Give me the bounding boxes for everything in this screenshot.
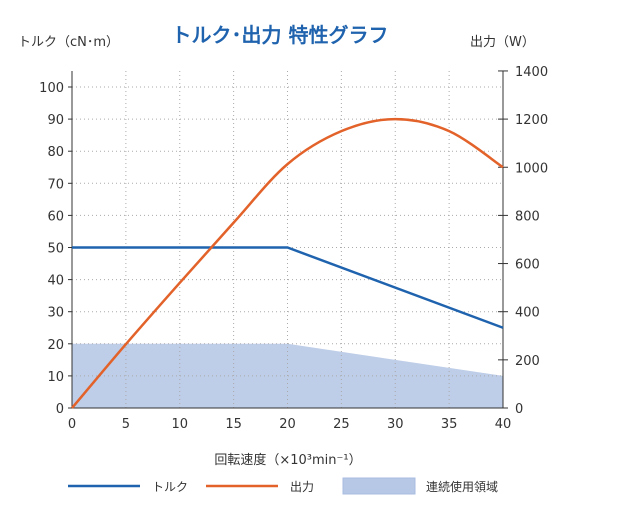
legend: トルク 出力 連続使用領域 [68,477,498,495]
y-right-tick-label: 1200 [515,113,548,128]
y-left-tick-label: 100 [39,81,64,96]
y-right-tick-label: 0 [515,402,523,417]
y-right-label: 出力（W） [470,35,535,50]
output-line [71,117,504,409]
y-left-tick-label: 20 [47,338,64,353]
x-tick-label: 15 [225,417,242,432]
y-right-tick-label: 200 [515,354,540,369]
x-tick-label: 0 [68,417,76,432]
torque-line [72,246,504,329]
x-tick-label: 20 [279,417,296,432]
y-right-tick-label: 400 [515,306,540,321]
y-left-tick-label: 10 [47,370,64,385]
y-left-tick-label: 90 [47,113,64,128]
x-tick-label: 5 [122,417,130,432]
y-left-tick-label: 40 [47,274,64,289]
x-tick-label: 25 [333,417,350,432]
x-tick-label: 35 [441,417,458,432]
y-left-tick-label: 50 [47,242,64,257]
x-axis-label: 回転速度（×10³min⁻¹） [214,452,361,468]
chart-title: トルク･出力 特性グラフ [172,23,389,47]
x-tick-label: 10 [171,417,188,432]
legend-torque-label: トルク [152,480,188,494]
y-left-label: トルク（cN･m） [18,35,119,50]
y-left-tick-label: 80 [47,145,64,160]
y-right-tick-label: 600 [515,258,540,273]
y-left-tick-label: 30 [47,306,64,321]
x-tick-label: 40 [495,417,512,432]
y-left-tick-label: 70 [47,177,64,192]
y-left-tick-label: 0 [56,402,64,417]
y-right-tick-label: 1400 [515,65,548,80]
legend-area-label: 連続使用領域 [426,479,498,494]
y-right-tick-label: 1000 [515,161,548,176]
x-tick-label: 30 [387,417,404,432]
legend-area-swatch [342,477,416,495]
legend-output-label: 出力 [290,480,314,494]
y-left-tick-label: 60 [47,209,64,224]
y-right-tick-label: 800 [515,209,540,224]
